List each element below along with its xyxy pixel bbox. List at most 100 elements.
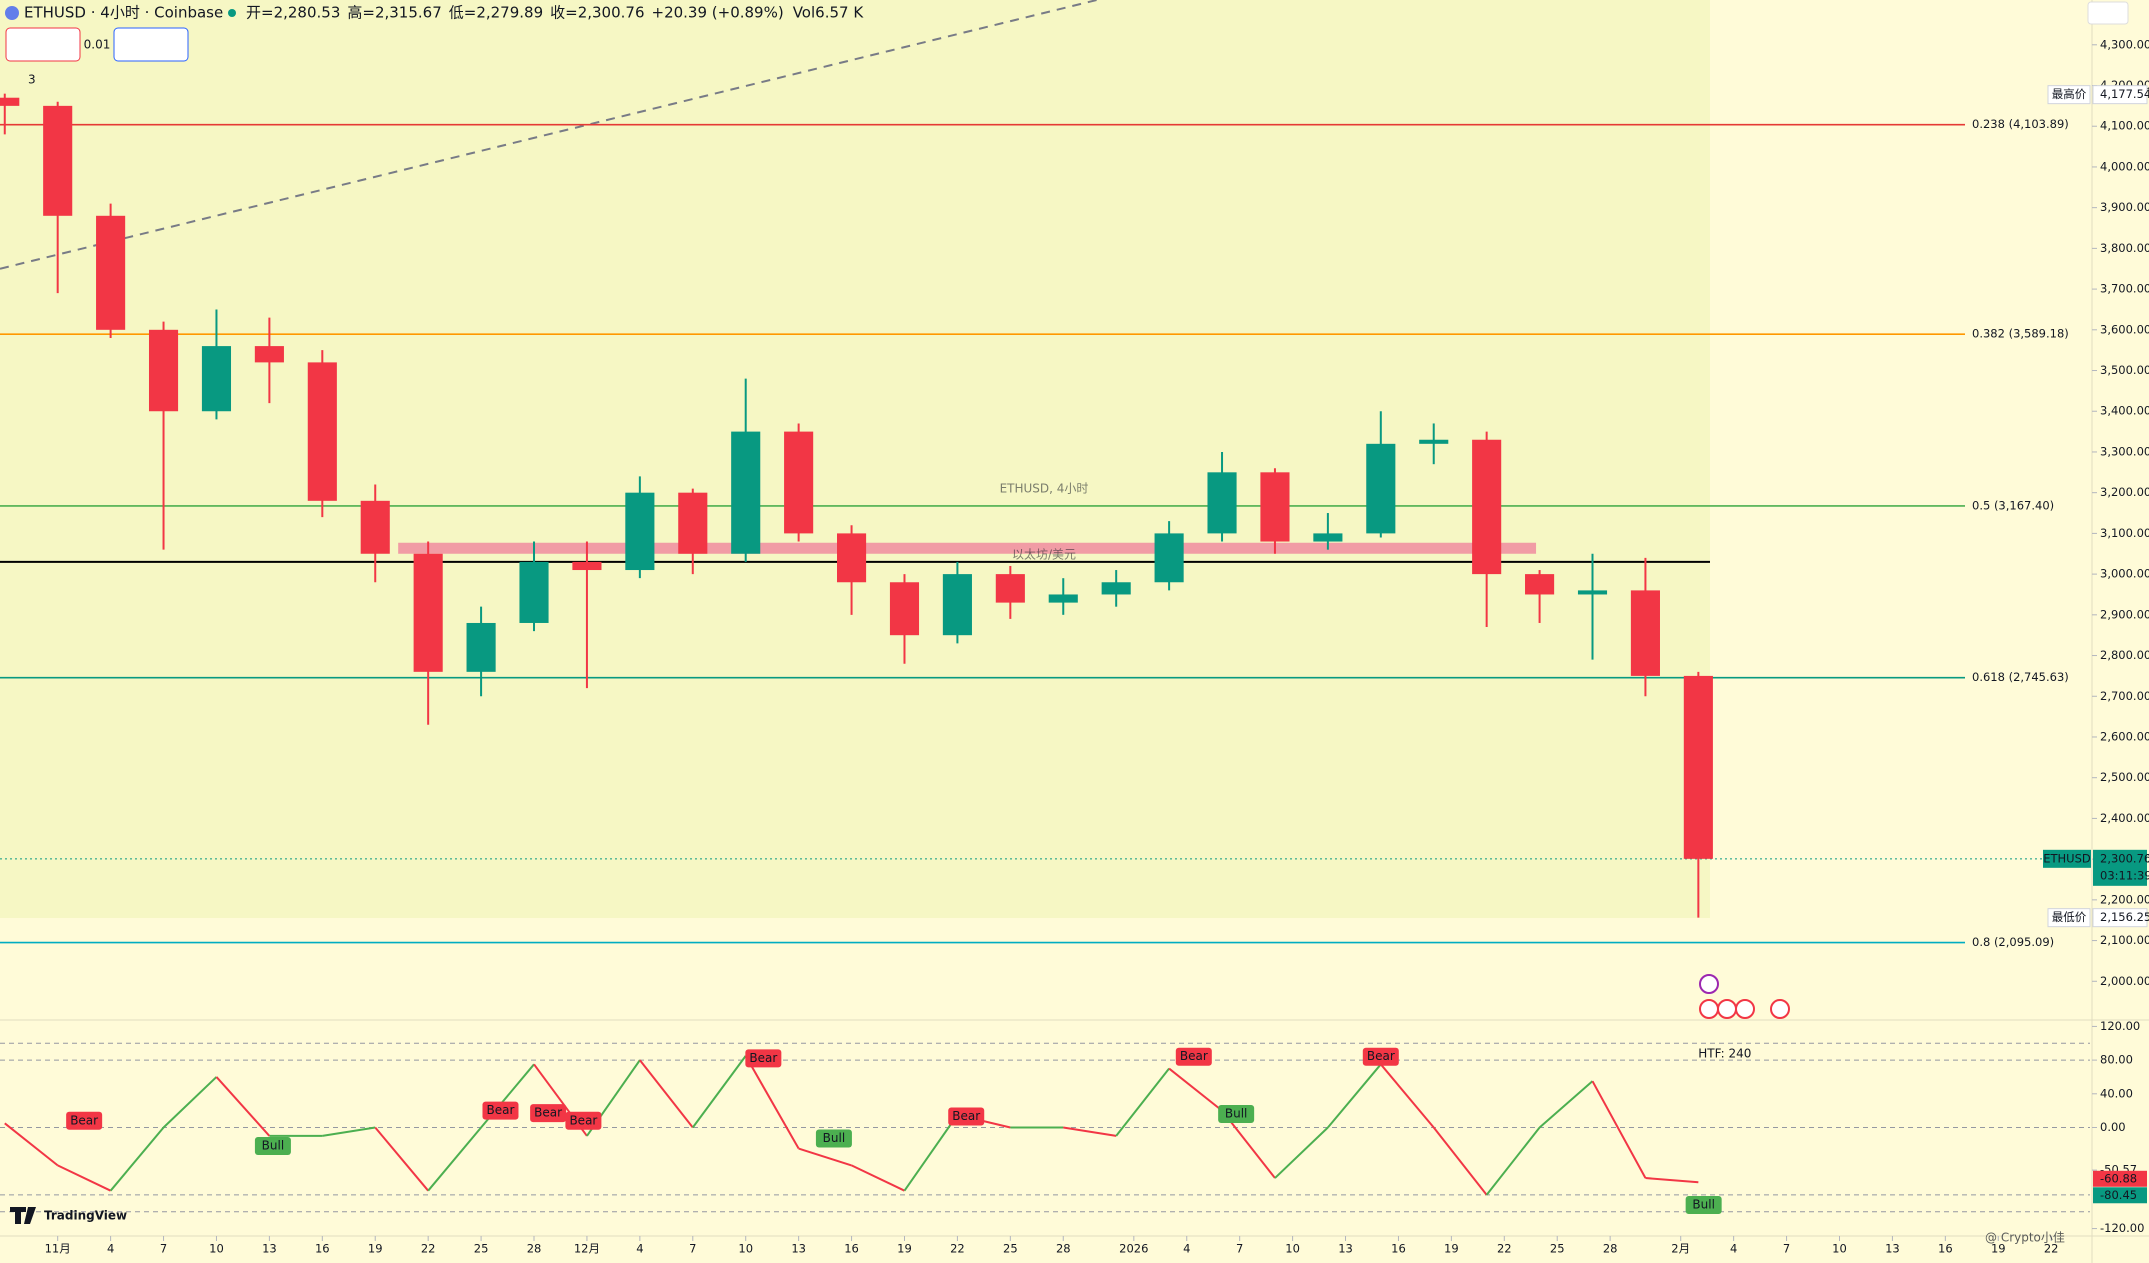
y-tick-label: 4,300.00 xyxy=(2100,37,2149,51)
event-icon[interactable] xyxy=(1699,974,1719,994)
ohlc-label: 高= xyxy=(347,4,375,22)
indicator-line xyxy=(1168,1067,1223,1112)
fib-label: 0.382 (3,589.18) xyxy=(1972,327,2069,341)
signal-badge xyxy=(482,1101,519,1120)
signal-label: Bear xyxy=(952,1109,980,1123)
signal-label: Bull xyxy=(1692,1197,1715,1211)
signal-badge xyxy=(565,1111,602,1130)
quantity: 0.01 xyxy=(84,38,111,52)
indicator-line xyxy=(1274,1126,1329,1179)
candle-body xyxy=(466,622,496,672)
high-caption: 最高价 xyxy=(2052,87,2087,101)
x-tick-label: 13 xyxy=(1885,1242,1900,1256)
x-tick-label: 16 xyxy=(844,1242,859,1256)
x-tick-label: 22 xyxy=(1497,1242,1512,1256)
x-tick-label: 19 xyxy=(1991,1242,2006,1256)
ohlc-value: 2,315.67 xyxy=(375,4,442,22)
indicator-line xyxy=(903,1114,959,1192)
candle-body xyxy=(1419,439,1449,444)
watermark-subtitle: 以太坊/美元 xyxy=(1012,547,1076,562)
candle-body xyxy=(1577,590,1608,595)
sell-button[interactable] xyxy=(5,27,81,62)
candle-body xyxy=(1366,443,1396,534)
y-tick-label: 2,900.00 xyxy=(2100,607,2149,621)
candle-body xyxy=(1683,675,1713,859)
candle-body xyxy=(731,431,761,554)
ohlc-value: 2,300.76 xyxy=(578,4,645,22)
main-layer xyxy=(0,93,1713,1196)
signal-badge xyxy=(66,1111,103,1130)
signal-label: Bull xyxy=(823,1131,846,1145)
low-tag xyxy=(2092,908,2148,928)
indicator-line xyxy=(798,1147,852,1167)
y-tick-label: 2,200.00 xyxy=(2100,892,2149,906)
candle-body xyxy=(1154,533,1184,583)
tv-logo-mark xyxy=(10,1207,36,1224)
indicator-line xyxy=(1645,1177,1699,1184)
x-tick-label: 2026 xyxy=(1119,1242,1148,1256)
indicator-line xyxy=(1591,1080,1647,1179)
x-tick-label: 19 xyxy=(368,1242,383,1256)
indicator-line xyxy=(1538,1080,1594,1129)
x-tick-label: 19 xyxy=(897,1242,912,1256)
x-tick-label: 25 xyxy=(1003,1242,1018,1256)
ohlc-label: 低= xyxy=(449,4,477,22)
x-tick-label: 4 xyxy=(636,1242,643,1256)
indicator-tick-label: 120.00 xyxy=(2100,1019,2140,1033)
x-tick-label: 28 xyxy=(1056,1242,1071,1256)
candle-body xyxy=(572,561,602,571)
x-tick-label: 16 xyxy=(315,1242,330,1256)
x-tick-label: 28 xyxy=(1603,1242,1618,1256)
indicator-line xyxy=(374,1126,429,1192)
symbol: ETHUSD · 4小时 · Coinbase xyxy=(24,4,223,22)
signal-badge xyxy=(1362,1047,1399,1066)
indicator-line xyxy=(162,1076,218,1129)
x-tick-label: 4 xyxy=(107,1242,114,1256)
indicator-line xyxy=(215,1076,271,1137)
brand-logo: TradingView xyxy=(44,1209,127,1223)
candle-body xyxy=(1260,472,1290,542)
event-icon[interactable] xyxy=(1735,999,1755,1019)
candle-body xyxy=(784,431,814,534)
event-icon[interactable] xyxy=(1699,999,1719,1019)
watermark-title: ETHUSD, 4小时 xyxy=(1000,482,1089,496)
indicator-line xyxy=(1485,1126,1541,1196)
indicator-line xyxy=(1432,1126,1488,1196)
signal-badge xyxy=(1685,1195,1722,1214)
signal-label: Bear xyxy=(569,1113,597,1127)
fib-label: 0.238 (4,103.89) xyxy=(1972,117,2069,131)
event-icon[interactable] xyxy=(1717,999,1737,1019)
y-tick-label: 4,000.00 xyxy=(2100,159,2149,173)
y-tick-label: 2,800.00 xyxy=(2100,648,2149,662)
y-tick-label: 3,400.00 xyxy=(2100,404,2149,418)
overlay-layer: 2,000.002,100.002,200.002,300.002,400.00… xyxy=(16,4,2149,1256)
high-price-label: 4,177.54 xyxy=(2100,87,2149,101)
buy-button[interactable] xyxy=(113,27,189,62)
x-tick-label: 7 xyxy=(160,1242,167,1256)
indicator-line xyxy=(1380,1063,1435,1129)
high-caption-box xyxy=(2047,85,2091,105)
candle-body xyxy=(1630,590,1660,676)
indicator-line xyxy=(691,1055,747,1129)
htf-label: HTF: 240 xyxy=(1698,1047,1751,1061)
fib-label: 0.8 (2,095.09) xyxy=(1972,935,2054,949)
indicator-tick-label: -120.00 xyxy=(2100,1221,2144,1235)
y-tick-label: 3,500.00 xyxy=(2100,363,2149,377)
signal-badge xyxy=(254,1137,291,1156)
candle-body xyxy=(254,346,284,363)
vol-label: Vol xyxy=(793,4,815,22)
indicator-badge xyxy=(2093,1187,2147,1204)
x-tick-label: 10 xyxy=(738,1242,753,1256)
candle-body xyxy=(1472,439,1502,575)
candle-body xyxy=(889,582,920,636)
indicator-tick-label: 40.00 xyxy=(2100,1086,2133,1100)
y-tick-label: 2,400.00 xyxy=(2100,811,2149,825)
candle-body xyxy=(678,492,708,554)
event-icon[interactable] xyxy=(1770,999,1790,1019)
status-dot xyxy=(228,9,236,17)
y-tick-label: 3,800.00 xyxy=(2100,241,2149,255)
y-tick-label: 2,100.00 xyxy=(2100,933,2149,947)
currency-button[interactable] xyxy=(2087,1,2129,25)
